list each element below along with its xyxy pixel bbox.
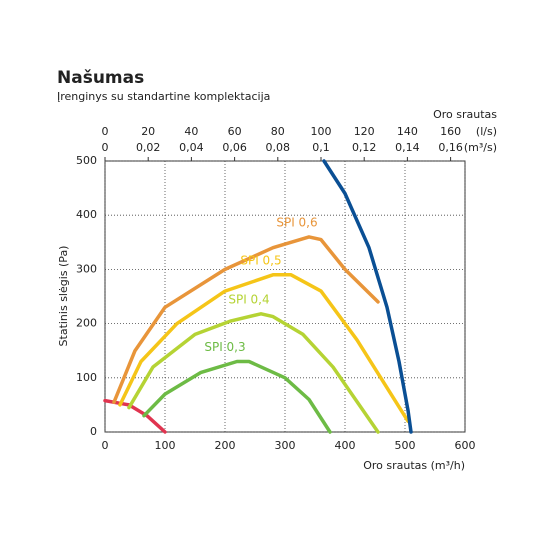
series-label: SPI 0,4: [228, 292, 269, 306]
x-tick-label: 0: [102, 439, 109, 452]
top-tick-label: 20: [141, 125, 155, 138]
x-tick-label: 400: [335, 439, 356, 452]
y-tick-label: 500: [76, 154, 97, 167]
top-tick-label: 0: [102, 141, 109, 154]
top-axis-unit: (l/s): [476, 125, 497, 138]
series-line: [127, 312, 380, 434]
top-tick-label: 140: [397, 125, 418, 138]
series-line: [112, 235, 380, 404]
y-tick-label: 300: [76, 262, 97, 275]
top-axis-title: Oro srautas: [433, 108, 497, 121]
series-line: [142, 359, 332, 434]
x-tick-label: 500: [395, 439, 416, 452]
top-tick-label: 0,02: [136, 141, 161, 154]
top-tick-label: 0,16: [438, 141, 463, 154]
top-tick-label: 60: [228, 125, 242, 138]
top-tick-label: 0,12: [352, 141, 377, 154]
x-tick-label: 200: [215, 439, 236, 452]
top-tick-label: 0,08: [266, 141, 291, 154]
series-line: [322, 159, 413, 434]
x-tick-label: 300: [275, 439, 296, 452]
series-line: [118, 273, 410, 423]
top-tick-label: 100: [310, 125, 331, 138]
top-tick-label: 0,1: [312, 141, 330, 154]
series-label: SPI 0,3: [204, 340, 245, 354]
top-tick-label: 0,04: [179, 141, 204, 154]
y-axis-title: Statinis slėgis (Pa): [57, 246, 70, 347]
top-tick-label: 0: [102, 125, 109, 138]
series-label: SPI 0,6: [276, 215, 317, 229]
x-tick-label: 600: [455, 439, 476, 452]
series-line: [103, 398, 167, 434]
top-tick-label: 160: [440, 125, 461, 138]
top-tick-label: 0,14: [395, 141, 420, 154]
top-tick-label: 40: [184, 125, 198, 138]
y-tick-label: 100: [76, 371, 97, 384]
y-tick-label: 0: [90, 425, 97, 438]
y-tick-label: 400: [76, 208, 97, 221]
y-tick-label: 200: [76, 317, 97, 330]
x-tick-label: 100: [155, 439, 176, 452]
top-tick-label: 0,06: [222, 141, 247, 154]
series-label: SPI 0,5: [240, 253, 281, 267]
chart-title: Našumas: [57, 68, 144, 88]
top-tick-label: 120: [354, 125, 375, 138]
top-axis-unit: (m³/s): [464, 141, 497, 154]
top-tick-label: 80: [271, 125, 285, 138]
chart-subtitle: Įrenginys su standartine komplektacija: [57, 90, 270, 103]
x-axis-title: Oro srautas (m³/h): [363, 459, 465, 472]
